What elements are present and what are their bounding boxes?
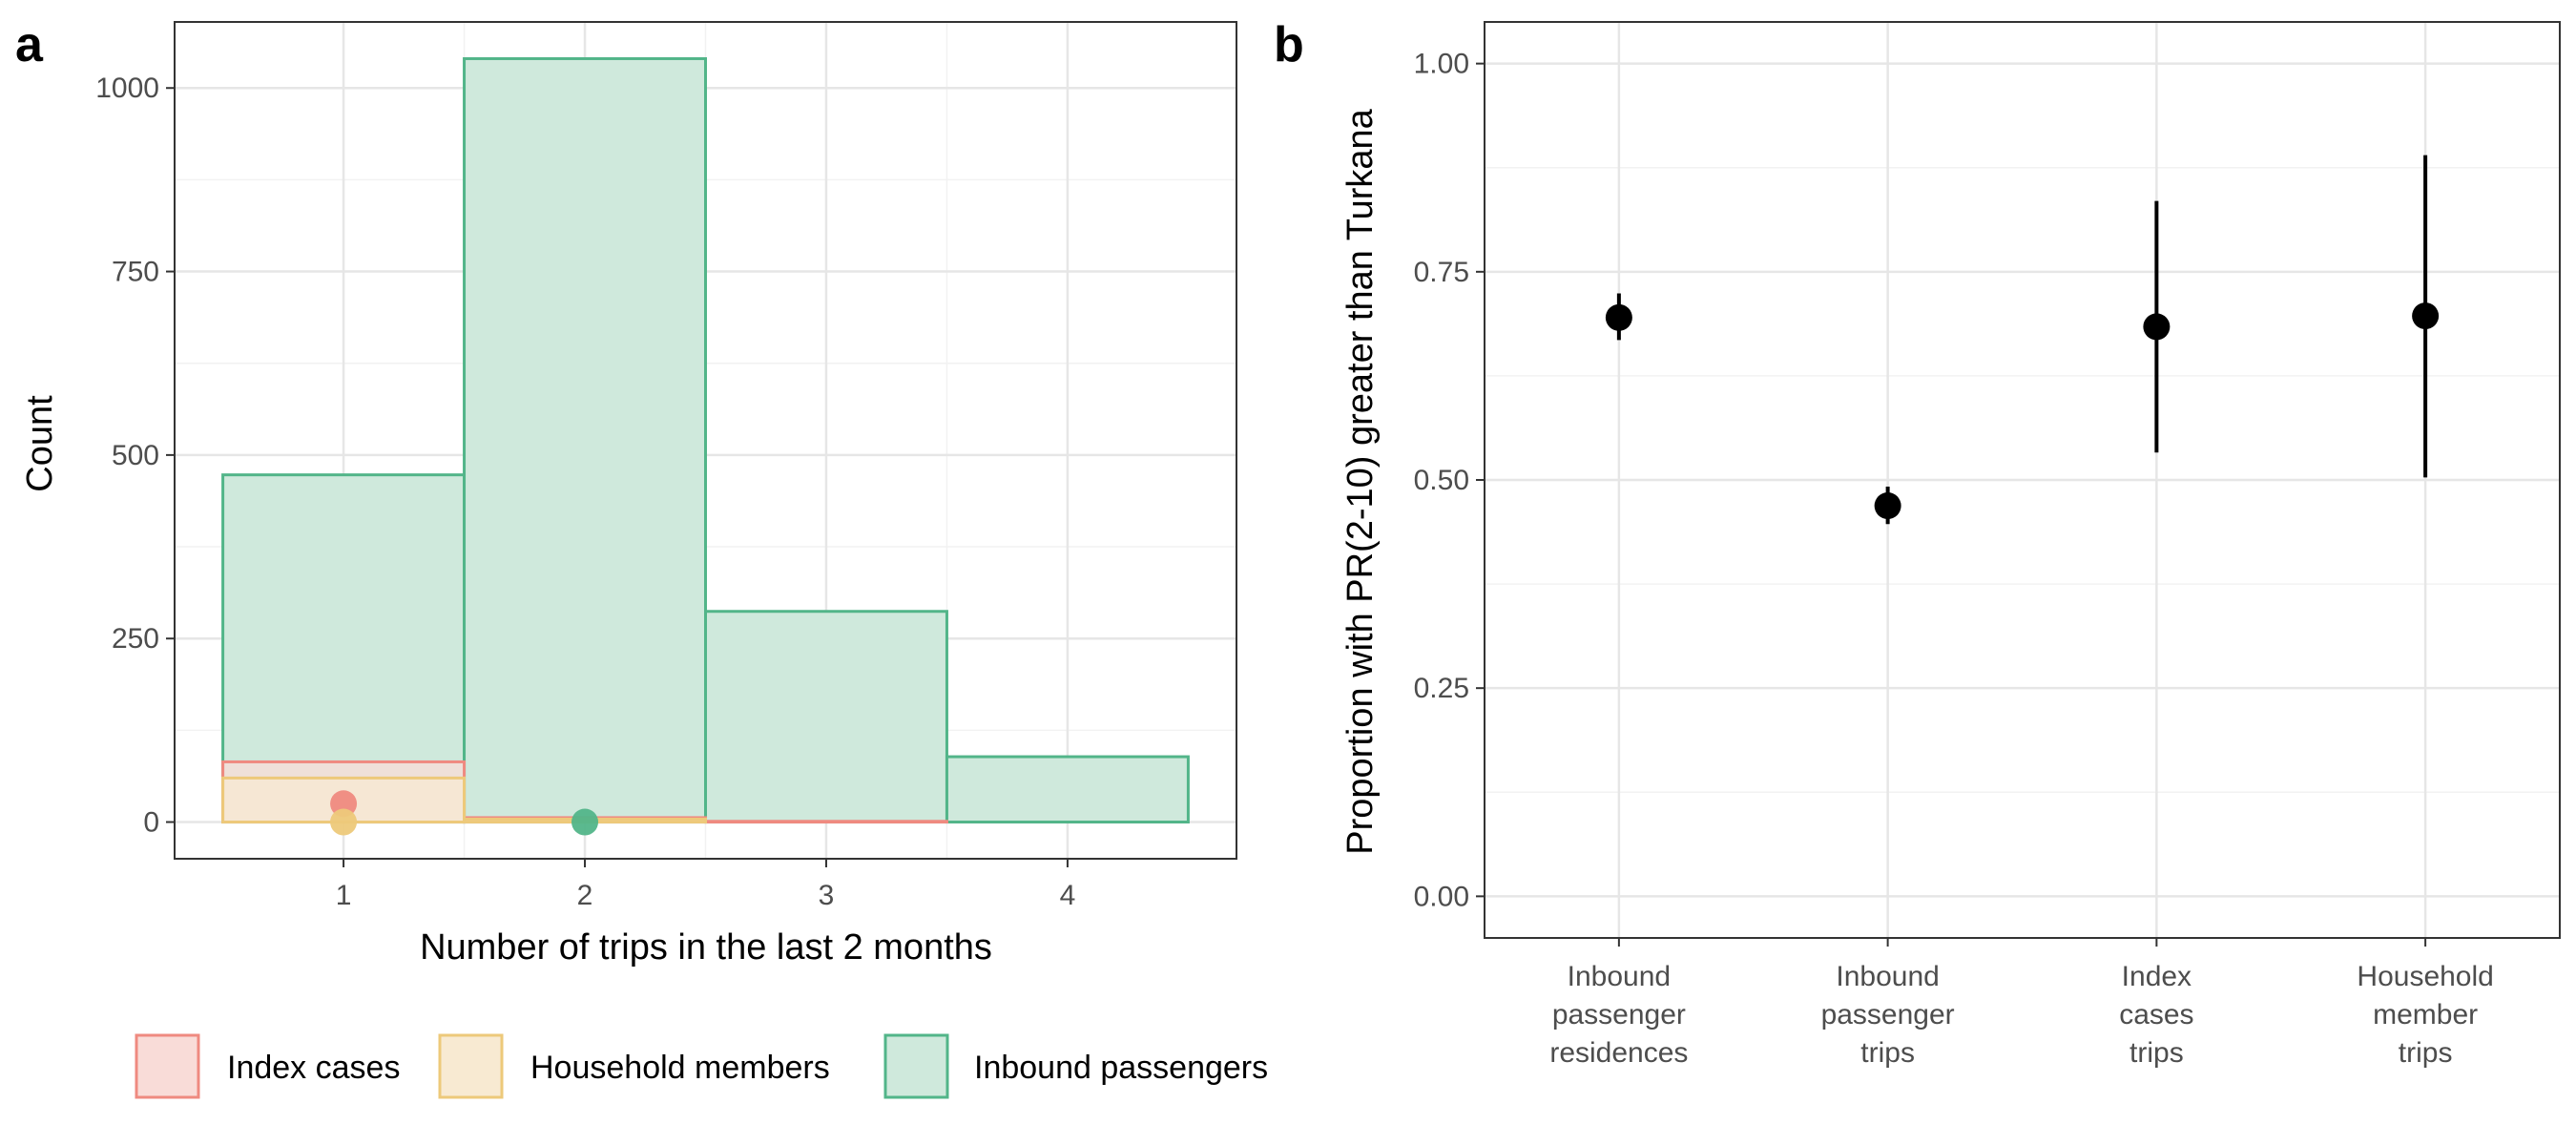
x-category-label: Inbound: [1568, 961, 1671, 992]
x-tick-label: 2: [577, 880, 593, 911]
x-category-label: Index: [2122, 961, 2192, 992]
x-category-label: passenger: [1821, 999, 1955, 1030]
point-inbound-passengers: [571, 808, 599, 836]
x-category-label: passenger: [1552, 999, 1686, 1030]
panel-a-frame: [174, 21, 1237, 860]
panel-a-bars: [221, 56, 1190, 824]
y-tick-label: 0.00: [1414, 881, 1469, 912]
x-category-label: Household: [2357, 961, 2493, 992]
panel-a-histogram: 1 2 3 4 0 250 500 750 1000 Number of trips in t…: [20, 21, 1237, 968]
panel-b-letter: b: [1274, 17, 1304, 73]
y-tick-label: 500: [112, 440, 159, 471]
x-category-label: trips: [2399, 1037, 2453, 1069]
panel-a-x-ticks: 1 2 3 4: [336, 859, 1076, 911]
legend-label: Inbound passengers: [974, 1050, 1268, 1086]
estimate-point: [1874, 492, 1901, 520]
legend-label: Household members: [530, 1050, 830, 1086]
y-tick-label: 1000: [95, 73, 159, 104]
estimate-point: [2143, 313, 2171, 341]
panel-a-y-ticks: 0 250 500 750 1000: [95, 73, 175, 839]
y-tick-label: 1.00: [1414, 49, 1469, 80]
panel-a-y-axis-title: Count: [20, 395, 60, 492]
x-tick-label: 4: [1060, 880, 1076, 911]
legend-key-index-cases: [135, 1033, 200, 1099]
y-tick-label: 0.25: [1414, 673, 1469, 704]
y-tick-label: 0.50: [1414, 465, 1469, 496]
point-household-members: [330, 808, 358, 836]
panel-a-letter: a: [15, 17, 44, 73]
legend: Index cases Household members Inbound pass…: [135, 1033, 1268, 1099]
panel-b-y-axis-title: Proportion with PR(2-10) greater than Tu…: [1340, 108, 1381, 854]
bar-inbound-passengers: [704, 610, 948, 824]
legend-label: Index cases: [227, 1050, 400, 1086]
x-tick-label: 3: [819, 880, 835, 911]
panel-b-grid: [1485, 22, 2560, 938]
panel-b-pointrange: Inbound passenger residences Inbound passeng…: [1340, 21, 2561, 1069]
legend-key-inbound-passengers: [883, 1033, 949, 1099]
bar-inbound-passengers: [945, 755, 1190, 824]
panel-b-x-ticks: Inbound passenger residences Inbound passeng…: [1549, 938, 2494, 1069]
y-tick-label: 250: [112, 623, 159, 655]
panel-b-marks: [1605, 155, 2440, 525]
x-category-label: trips: [1860, 1037, 1915, 1069]
legend-key-household-members: [438, 1033, 504, 1099]
x-category-label: member: [2373, 999, 2478, 1030]
x-category-label: trips: [2129, 1037, 2184, 1069]
panel-a-points: [330, 790, 599, 836]
point-index-cases: [330, 790, 358, 818]
y-tick-label: 0.75: [1414, 257, 1469, 288]
panel-a-x-axis-title: Number of trips in the last 2 months: [420, 927, 992, 968]
x-category-label: residences: [1549, 1037, 1688, 1069]
estimate-point: [2412, 302, 2440, 330]
y-tick-label: 750: [112, 257, 159, 288]
x-tick-label: 1: [336, 880, 352, 911]
panel-b-y-ticks: 0.00 0.25 0.50 0.75 1.00: [1414, 49, 1485, 912]
y-tick-label: 0: [143, 807, 159, 839]
x-category-label: cases: [2119, 999, 2193, 1030]
bar-inbound-passengers: [463, 56, 707, 824]
estimate-point: [1605, 303, 1632, 331]
x-category-label: Inbound: [1836, 961, 1939, 992]
